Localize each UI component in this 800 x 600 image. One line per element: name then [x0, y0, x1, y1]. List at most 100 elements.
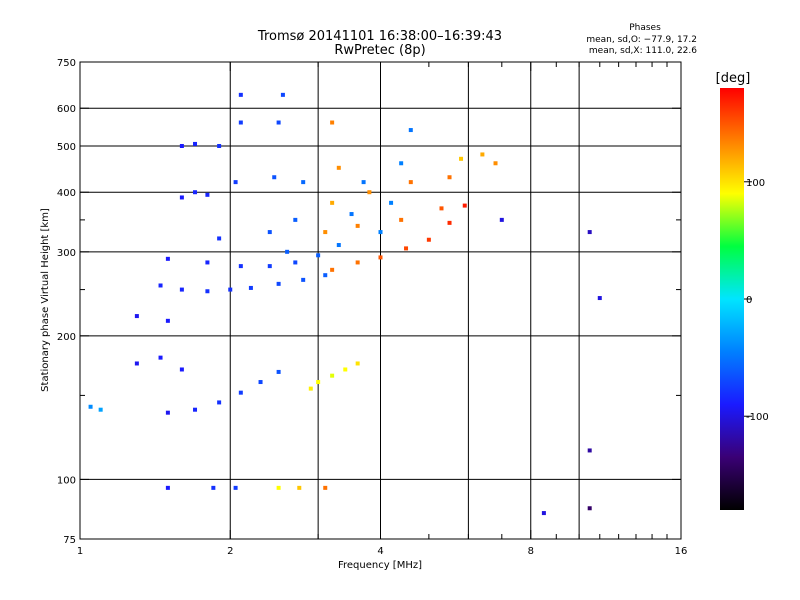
echo-point — [179, 143, 184, 148]
scatter-points — [88, 92, 602, 516]
echo-point — [408, 180, 413, 185]
echo-point — [541, 511, 546, 516]
echo-point — [211, 485, 216, 490]
y-tick-label: 600 — [57, 104, 76, 115]
chart-subtitle: RwPretec (8p) — [334, 43, 425, 58]
y-axis-label: Stationary phase Virtual Height [km] — [40, 208, 51, 392]
echo-point — [426, 237, 431, 242]
echo-point — [587, 448, 592, 453]
echo-point — [165, 256, 170, 261]
echo-point — [276, 369, 281, 374]
echo-point — [355, 223, 360, 228]
echo-point — [285, 249, 290, 254]
echo-point — [280, 92, 285, 97]
echo-point — [217, 400, 222, 405]
phases-mean-x: mean, sd,X: 111.0, 22.6 — [589, 46, 697, 56]
echo-point — [480, 152, 485, 157]
echo-point — [330, 200, 335, 205]
echo-point — [408, 128, 413, 133]
echo-point — [323, 273, 328, 278]
echo-point — [399, 217, 404, 222]
echo-point — [238, 92, 243, 97]
echo-point — [459, 156, 464, 161]
echo-point — [367, 190, 372, 195]
echo-point — [88, 404, 93, 409]
echo-point — [217, 143, 222, 148]
y-tick-label: 300 — [57, 248, 76, 259]
x-axis-label: Frequency [MHz] — [338, 560, 422, 571]
echo-point — [193, 141, 198, 146]
echo-point — [158, 283, 163, 288]
echo-point — [193, 190, 198, 195]
echo-point — [301, 180, 306, 185]
echo-point — [587, 230, 592, 235]
echo-point — [165, 410, 170, 415]
echo-point — [258, 380, 263, 385]
echo-point — [308, 386, 313, 391]
echo-point — [233, 180, 238, 185]
phases-heading: Phases — [629, 23, 661, 33]
echo-point — [336, 243, 341, 248]
echo-point — [316, 253, 321, 258]
colorbar-unit: [deg] — [716, 71, 751, 86]
echo-point — [134, 314, 139, 319]
echo-point — [238, 120, 243, 125]
echo-point — [272, 175, 277, 180]
x-tick-label: 8 — [528, 546, 534, 557]
x-tick-label: 2 — [227, 546, 233, 557]
y-tick-label: 200 — [57, 332, 76, 343]
colorbar-tick-label: 0 — [746, 295, 752, 306]
y-tick-label: 100 — [57, 475, 76, 486]
echo-point — [316, 380, 321, 385]
chart-title: Tromsø 20141101 16:38:00–16:39:43 — [257, 29, 502, 44]
echo-point — [293, 260, 298, 265]
echo-point — [378, 230, 383, 235]
echo-point — [499, 217, 504, 222]
echo-point — [336, 165, 341, 170]
echo-point — [493, 161, 498, 166]
colorbar — [720, 88, 744, 510]
echo-point — [330, 267, 335, 272]
y-tick-label: 500 — [57, 142, 76, 153]
echo-point — [404, 246, 409, 251]
echo-point — [276, 120, 281, 125]
echo-point — [447, 220, 452, 225]
echo-point — [355, 260, 360, 265]
phases-mean-o: mean, sd,O: −77.9, 17.2 — [586, 35, 697, 45]
echo-point — [205, 260, 210, 265]
echo-point — [297, 485, 302, 490]
echo-point — [276, 485, 281, 490]
echo-point — [330, 373, 335, 378]
echo-point — [205, 192, 210, 197]
echo-point — [301, 277, 306, 282]
echo-point — [179, 195, 184, 200]
echo-point — [179, 367, 184, 372]
echo-point — [323, 485, 328, 490]
y-tick-label: 750 — [57, 58, 76, 69]
echo-point — [343, 367, 348, 372]
echo-point — [267, 264, 272, 269]
echo-point — [399, 161, 404, 166]
colorbar-tick-label: -100 — [746, 412, 769, 423]
echo-point — [98, 407, 103, 412]
echo-point — [248, 285, 253, 290]
echo-point — [238, 390, 243, 395]
echo-point — [361, 180, 366, 185]
echo-point — [447, 175, 452, 180]
colorbar-tick-label: 100 — [746, 178, 765, 189]
echo-point — [267, 230, 272, 235]
plot-grid — [80, 62, 681, 539]
echo-point — [323, 230, 328, 235]
y-tick-label: 400 — [57, 188, 76, 199]
echo-point — [205, 289, 210, 294]
echo-point — [158, 355, 163, 360]
echo-point — [238, 264, 243, 269]
echo-point — [439, 206, 444, 211]
echo-point — [165, 318, 170, 323]
echo-point — [233, 485, 238, 490]
echo-point — [179, 287, 184, 292]
echo-point — [293, 217, 298, 222]
echo-point — [378, 255, 383, 260]
echo-point — [193, 407, 198, 412]
